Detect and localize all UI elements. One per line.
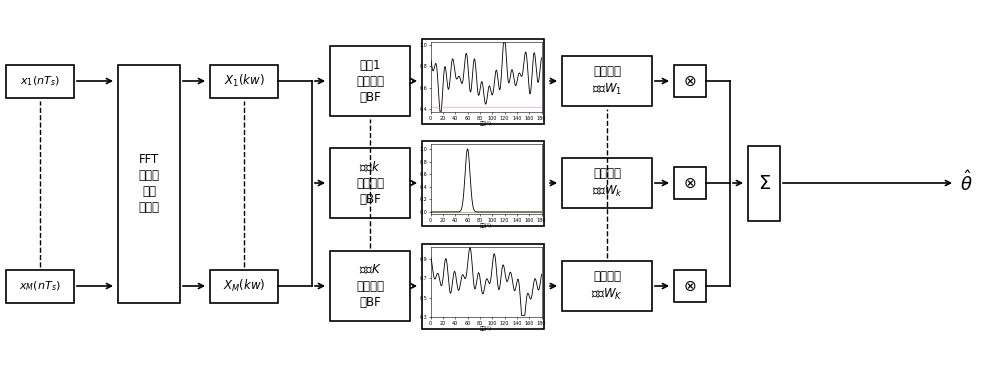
Bar [422, 243, 544, 329]
Text: $x_M(nT_s)$: $x_M(nT_s)$ [19, 279, 61, 293]
Text: $x_1(nT_s)$: $x_1(nT_s)$ [20, 74, 60, 88]
Bar [674, 65, 706, 97]
Text: 频带1
二阶锥优
化BF: 频带1 二阶锥优 化BF [356, 59, 384, 104]
Text: 提取主副
瓣比$W_K$: 提取主副 瓣比$W_K$ [591, 270, 623, 302]
Bar [562, 56, 652, 106]
Text: FFT
分析，
分频
带处理: FFT 分析， 分频 带处理 [138, 153, 160, 214]
Bar [118, 64, 180, 303]
Text: $\Sigma$: $\Sigma$ [758, 173, 770, 193]
Text: $\hat{\theta}$: $\hat{\theta}$ [960, 171, 973, 195]
Text: 频带$k$
二阶锥优
化BF: 频带$k$ 二阶锥优 化BF [356, 160, 384, 206]
Text: 提取主副
瓣比$W_1$: 提取主副 瓣比$W_1$ [592, 65, 622, 97]
X-axis label: 角度(°): 角度(°) [480, 122, 492, 126]
Bar [674, 167, 706, 199]
Text: $X_M(kw)$: $X_M(kw)$ [223, 278, 265, 294]
Bar [562, 158, 652, 208]
Text: $X_1(kw)$: $X_1(kw)$ [224, 73, 264, 89]
Bar [422, 38, 544, 123]
Bar [422, 141, 544, 225]
Bar [330, 251, 410, 321]
X-axis label: 角度(°): 角度(°) [480, 326, 492, 331]
Bar [210, 64, 278, 97]
Text: $\otimes$: $\otimes$ [683, 176, 697, 190]
Bar [330, 46, 410, 116]
Text: $\otimes$: $\otimes$ [683, 74, 697, 89]
Bar [6, 269, 74, 303]
X-axis label: 角度(°): 角度(°) [480, 223, 492, 228]
Text: 提取主副
瓣比$W_k$: 提取主副 瓣比$W_k$ [592, 167, 622, 199]
Bar [210, 269, 278, 303]
Bar [674, 270, 706, 302]
Bar [6, 64, 74, 97]
Text: 频带$K$
二阶锥优
化BF: 频带$K$ 二阶锥优 化BF [356, 264, 384, 309]
Bar [748, 146, 780, 220]
Bar [330, 148, 410, 218]
Text: $\otimes$: $\otimes$ [683, 279, 697, 294]
Bar [562, 261, 652, 311]
